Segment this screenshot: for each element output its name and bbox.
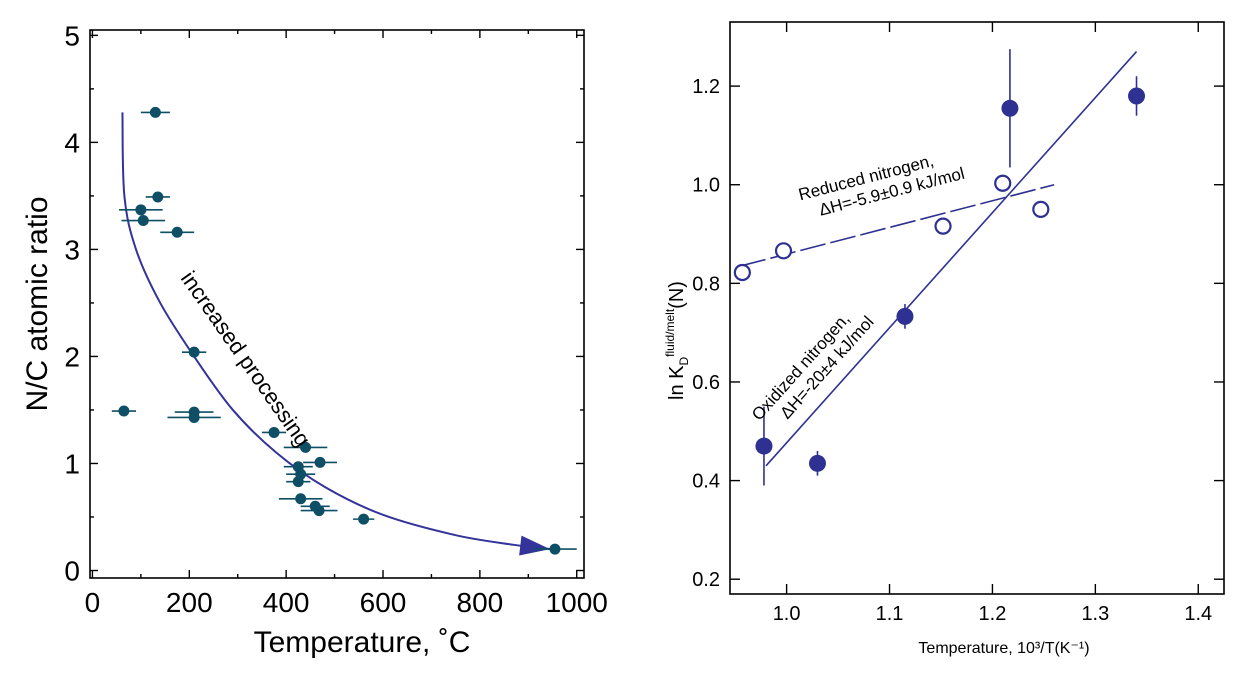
right-y-tick-label: 0.2 bbox=[692, 569, 720, 591]
right-data-points bbox=[733, 49, 1146, 486]
left-data-point bbox=[135, 204, 147, 216]
left-data-point bbox=[549, 543, 561, 555]
right-x-tick-label: 1.3 bbox=[1081, 603, 1109, 625]
reduced-data-point bbox=[994, 174, 1012, 192]
left-plot-frame bbox=[89, 29, 585, 579]
right-y-tick-labels: 0.2 0.4 0.6 0.8 1.0 1.2 bbox=[692, 76, 720, 591]
reduced-fit-line bbox=[740, 183, 1055, 267]
left-y-axis-label: N/C atomic ratio bbox=[21, 196, 54, 411]
left-data-point bbox=[118, 405, 130, 417]
left-y-tick-label: 2 bbox=[64, 341, 80, 372]
left-y-tick-label: 4 bbox=[64, 127, 80, 158]
left-data-points bbox=[111, 106, 577, 555]
right-y-tick-label: 1.2 bbox=[692, 76, 720, 98]
right-x-tick-label: 1.2 bbox=[979, 603, 1007, 625]
oxidized-data-point bbox=[1128, 87, 1146, 105]
oxidized-data-point bbox=[808, 454, 826, 472]
left-x-tick-label: 600 bbox=[360, 587, 407, 618]
right-x-tick-labels: 1.0 1.1 1.2 1.3 1.4 bbox=[773, 603, 1212, 625]
ln-k-superscript: fluid/melt bbox=[663, 308, 677, 357]
left-x-tick-label: 1000 bbox=[546, 587, 608, 618]
right-y-tick-label: 0.6 bbox=[692, 372, 720, 394]
right-y-tick-label: 0.8 bbox=[692, 273, 720, 295]
left-data-point bbox=[300, 441, 312, 453]
left-data-point bbox=[292, 476, 304, 488]
left-x-tick-label: 0 bbox=[85, 587, 101, 618]
left-x-tick-labels: 0 200 400 600 800 1000 bbox=[85, 587, 608, 618]
left-y-tick-label: 1 bbox=[64, 448, 80, 479]
left-data-point bbox=[149, 106, 161, 118]
left-y-tick-labels: 0 1 2 3 4 5 bbox=[64, 20, 80, 586]
reduced-data-point bbox=[733, 263, 751, 282]
ln-k-subscript: D bbox=[677, 357, 691, 366]
left-data-point bbox=[137, 215, 149, 227]
ln-k-text: ln K bbox=[666, 365, 688, 400]
reduced-data-point bbox=[934, 217, 952, 235]
left-x-axis-label: Temperature, ˚C bbox=[254, 626, 471, 659]
right-y-tick-label: 1.0 bbox=[692, 175, 720, 197]
oxidized-label: Oxidized nitrogen,ΔH=-20±4 kJ/mol bbox=[748, 309, 878, 424]
right-series-labels: Oxidized nitrogen,ΔH=-20±4 kJ/mol Reduced… bbox=[748, 151, 967, 424]
left-data-point bbox=[152, 191, 164, 203]
left-data-point bbox=[268, 426, 280, 438]
right-x-tick-label: 1.0 bbox=[773, 603, 801, 625]
left-data-point bbox=[188, 346, 200, 358]
left-x-tick-label: 400 bbox=[263, 587, 310, 618]
left-data-point bbox=[171, 226, 183, 238]
left-y-tick-label: 5 bbox=[64, 20, 80, 51]
left-ticks bbox=[90, 30, 584, 578]
oxidized-data-point bbox=[1001, 99, 1019, 117]
processing-arrowhead bbox=[519, 535, 551, 556]
reduced-data-point bbox=[774, 242, 793, 260]
right-chart: 0.2 0.4 0.6 0.8 1.0 1.2 1.0 1.1 1.2 1.3 1.4 Oxidi… bbox=[663, 21, 1225, 657]
left-data-point bbox=[314, 456, 326, 468]
oxidized-fit-line bbox=[765, 51, 1138, 467]
left-x-tick-label: 800 bbox=[457, 587, 504, 618]
right-y-axis-label: ln KDfluid/melt(N) bbox=[663, 281, 691, 400]
left-data-point bbox=[313, 505, 325, 517]
left-y-tick-label: 0 bbox=[64, 556, 80, 587]
left-y-tick-label: 3 bbox=[64, 234, 80, 265]
oxidized-data-point bbox=[896, 307, 914, 325]
processing-arrow bbox=[121, 112, 551, 551]
reduced-label: Reduced nitrogen,ΔH=-5.9±0.9 kJ/mol bbox=[796, 151, 966, 220]
right-ticks bbox=[730, 22, 1224, 594]
right-plot-frame bbox=[729, 21, 1225, 595]
oxidized-data-point bbox=[755, 437, 773, 455]
ln-k-tail: (N) bbox=[666, 281, 688, 309]
right-y-tick-label: 0.4 bbox=[692, 471, 720, 493]
reduced-data-point bbox=[1032, 200, 1050, 218]
right-fit-lines bbox=[740, 51, 1138, 467]
right-x-tick-label: 1.1 bbox=[876, 603, 904, 625]
left-data-point bbox=[188, 411, 200, 423]
right-x-tick-label: 1.4 bbox=[1184, 603, 1212, 625]
left-x-tick-label: 200 bbox=[166, 587, 213, 618]
right-x-axis-label: Temperature, 10³/T(K⁻¹) bbox=[918, 640, 1089, 657]
left-data-point bbox=[358, 513, 370, 525]
left-data-point bbox=[295, 493, 307, 505]
